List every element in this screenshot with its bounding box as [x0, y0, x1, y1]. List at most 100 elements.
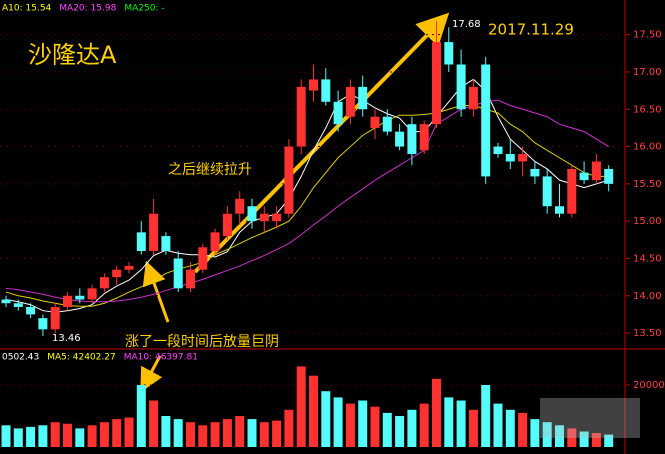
header-label: A10: 15.54	[2, 4, 52, 14]
y-tick-label: 14.50	[633, 253, 662, 264]
volume-bar	[222, 419, 232, 447]
volume-bar	[296, 366, 306, 447]
candle-body	[222, 213, 232, 237]
volume-bar	[136, 385, 146, 447]
candle-body	[333, 101, 343, 125]
header-label: MA10: 46397.81	[124, 353, 198, 363]
watermark	[540, 398, 640, 438]
candle-body	[38, 318, 48, 330]
candle-body	[272, 213, 282, 222]
candle-body	[456, 64, 466, 110]
volume-bar	[481, 385, 491, 447]
candle-body	[173, 258, 183, 289]
volume-bar	[1, 425, 11, 447]
candle-body	[247, 206, 257, 222]
candle-body	[555, 206, 564, 214]
annotation: 之后继续拉升	[168, 161, 252, 178]
volume-bar	[395, 416, 405, 447]
candle-body	[444, 42, 454, 65]
candle-body	[13, 303, 23, 307]
volume-bar	[542, 422, 552, 447]
candle-body	[296, 86, 306, 147]
arrow	[142, 260, 170, 323]
stock-name: 沙隆达A	[28, 41, 117, 69]
header-label: 0502.43	[2, 353, 39, 363]
candle-body	[198, 247, 208, 270]
candle-body	[567, 168, 577, 214]
volume-bar	[63, 423, 72, 447]
volume-bar	[284, 409, 294, 447]
volume-bar	[468, 409, 478, 447]
candle-body	[112, 269, 122, 278]
candle-body	[136, 232, 146, 252]
volume-bar	[579, 431, 589, 447]
volume-bar	[186, 422, 195, 447]
candle-body	[468, 86, 478, 110]
volume-bar	[444, 397, 454, 447]
candle-body	[149, 213, 159, 252]
candle-body	[186, 269, 195, 289]
volume-bar	[407, 409, 417, 447]
volume-bar	[13, 428, 23, 447]
header-label: MA20: 15.98	[59, 4, 116, 14]
candle-body	[481, 64, 491, 177]
candle-body	[63, 295, 72, 307]
candle-body	[358, 86, 368, 110]
candle-body	[321, 79, 331, 102]
header-label: MA5: 42402.27	[47, 353, 115, 363]
volume-bar	[505, 409, 515, 447]
volume-bar	[75, 428, 85, 447]
y-tick-label: 14.00	[633, 291, 662, 302]
candle-body	[604, 168, 614, 184]
volume-bar	[604, 434, 614, 447]
candle-body	[518, 154, 528, 162]
y-tick-label: 15.00	[633, 216, 662, 227]
volume-bar	[309, 375, 318, 447]
volume-bar	[149, 400, 159, 447]
candle-body	[407, 124, 417, 155]
volume-bar	[493, 403, 503, 447]
candle-body	[50, 306, 60, 330]
annotation: 2017.11.29	[488, 21, 574, 39]
volume-bar	[370, 406, 380, 447]
volume-bar	[247, 419, 257, 447]
volume-bar	[358, 400, 368, 447]
candle-body	[579, 172, 589, 181]
candle-body	[1, 299, 11, 304]
candle-body	[542, 176, 552, 207]
candle-body	[505, 154, 515, 162]
volume-bar	[591, 433, 601, 447]
volume-bar	[38, 425, 48, 447]
y-tick-label: 17.00	[633, 67, 662, 78]
volume-bar	[567, 428, 577, 447]
candle-body	[432, 42, 441, 125]
ma-line	[5, 99, 609, 303]
volume-bar	[161, 416, 171, 447]
volume-bar	[87, 425, 97, 447]
candle-body	[259, 213, 269, 222]
volume-bar	[345, 403, 355, 447]
candle-body	[75, 295, 85, 300]
y-tick-label: 17.50	[633, 30, 662, 41]
candle-body	[284, 146, 294, 214]
candle-body	[235, 198, 245, 214]
volume-bar	[382, 412, 392, 447]
candle-body	[161, 236, 171, 252]
candle-body	[87, 288, 97, 300]
volume-bar	[99, 422, 109, 447]
candle-body	[210, 232, 220, 252]
candle-body	[395, 131, 405, 147]
y-tick-label: 13.50	[633, 328, 662, 339]
volume-bar	[333, 397, 343, 447]
y-tick-label: 15.50	[633, 179, 662, 190]
y-tick-label: 20000	[633, 380, 665, 391]
volume-bar	[210, 422, 220, 447]
candle-body	[591, 161, 601, 181]
annotation: 13.46	[52, 333, 81, 344]
volume-bar	[173, 419, 183, 447]
volume-bar	[555, 425, 564, 447]
candle-body	[493, 146, 503, 155]
annotation: 涨了一段时间后放量巨阴	[125, 334, 279, 350]
candle-body	[370, 116, 380, 128]
